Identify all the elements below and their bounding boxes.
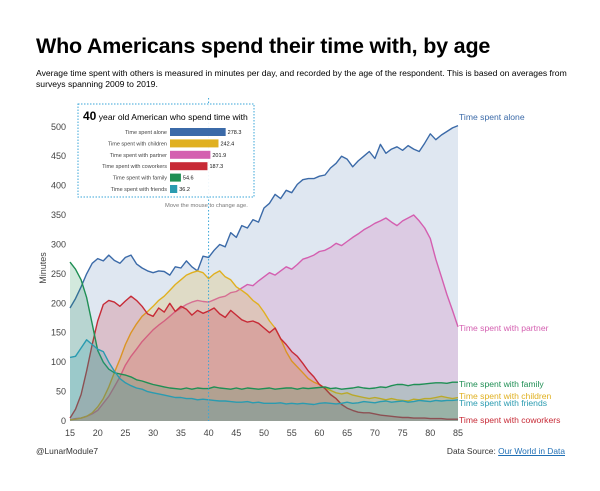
y-tick-label: 100 bbox=[51, 357, 66, 367]
x-tick-label: 55 bbox=[287, 428, 297, 438]
y-tick-label: 50 bbox=[56, 387, 66, 397]
tooltip-bar-partner bbox=[170, 150, 211, 159]
series-label-partner: Time spent with partner bbox=[459, 323, 549, 333]
source-prefix: Data Source: bbox=[446, 446, 499, 456]
series-line-coworkers[interactable] bbox=[69, 295, 458, 420]
tooltip-label-coworkers: Time spent with coworkers bbox=[102, 164, 167, 170]
series-label-friends: Time spent with friends bbox=[459, 398, 547, 408]
y-tick-label: 0 bbox=[61, 416, 66, 426]
series-line-partner[interactable] bbox=[69, 214, 459, 421]
y-tick-label: 450 bbox=[51, 151, 66, 161]
source-link[interactable]: Our World in Data bbox=[498, 446, 565, 456]
x-tick-label: 50 bbox=[259, 428, 269, 438]
tooltip-bar-family bbox=[170, 173, 181, 182]
x-tick-label: 35 bbox=[176, 428, 186, 438]
y-tick-label: 300 bbox=[51, 239, 66, 249]
series-line-friends[interactable] bbox=[69, 339, 459, 406]
tooltip-hint: Move the mouse to change age. bbox=[165, 203, 248, 209]
series-area-coworkers bbox=[70, 296, 458, 421]
x-tick-label: 45 bbox=[231, 428, 241, 438]
y-tick-label: 150 bbox=[51, 328, 66, 338]
tooltip-label-family: Time spent with family bbox=[113, 176, 167, 182]
tooltip-label-children: Time spent with children bbox=[108, 141, 167, 147]
tooltip-label-alone: Time spent alone bbox=[125, 130, 167, 136]
series-area-friends bbox=[70, 339, 458, 421]
tooltip-text: year old American who spend time with bbox=[96, 112, 248, 122]
tooltip-bar-alone bbox=[170, 128, 226, 136]
series-line-alone[interactable] bbox=[69, 124, 459, 309]
y-tick-label: 500 bbox=[51, 122, 66, 132]
x-tick-label: 80 bbox=[425, 428, 435, 438]
tooltip-value-alone: 278.3 bbox=[228, 130, 242, 136]
y-tick-label: 200 bbox=[51, 298, 66, 308]
x-tick-label: 75 bbox=[398, 428, 408, 438]
series-label-family: Time spent with family bbox=[459, 379, 544, 389]
x-tick-label: 30 bbox=[148, 428, 158, 438]
tooltip-value-children: 242.4 bbox=[220, 141, 234, 147]
tooltip-bar-friends bbox=[170, 185, 178, 193]
tooltip-value-coworkers: 187.3 bbox=[209, 164, 223, 170]
y-tick-label: 350 bbox=[51, 210, 66, 220]
footer-source: Data Source: Our World in Data bbox=[447, 446, 565, 456]
tooltip-label-friends: Time spent with friends bbox=[111, 187, 168, 193]
tooltip-bar-children bbox=[170, 139, 219, 148]
x-tick-label: 65 bbox=[342, 428, 352, 438]
tooltip-box bbox=[77, 103, 255, 198]
x-tick-label: 70 bbox=[370, 428, 380, 438]
tooltip-label-partner: Time spent with partner bbox=[110, 153, 167, 159]
tooltip-value-family: 54.6 bbox=[183, 176, 194, 182]
x-tick-label: 25 bbox=[120, 428, 130, 438]
tooltip-value-partner: 201.9 bbox=[212, 153, 226, 159]
series-area-partner bbox=[70, 215, 458, 421]
series-line-children[interactable] bbox=[69, 270, 459, 421]
y-tick-label: 400 bbox=[51, 181, 66, 191]
y-tick-label: 250 bbox=[51, 269, 66, 279]
x-tick-label: 85 bbox=[453, 428, 463, 438]
tooltip-title: 40 year old American who spend time with bbox=[83, 109, 248, 123]
x-tick-label: 15 bbox=[65, 428, 75, 438]
chart-title: Who Americans spend their time with, by … bbox=[36, 34, 491, 58]
series-label-coworkers: Time spent with coworkers bbox=[459, 415, 560, 425]
series-label-children: Time spent with children bbox=[459, 391, 552, 401]
series-line-family[interactable] bbox=[69, 261, 458, 390]
x-tick-label: 40 bbox=[204, 428, 214, 438]
tooltip-bar-coworkers bbox=[170, 162, 208, 171]
tooltip-age: 40 bbox=[83, 109, 97, 123]
y-axis-label: Minutes bbox=[38, 252, 48, 284]
footer-credit: @LunarModule7 bbox=[36, 446, 99, 456]
series-area-alone bbox=[70, 125, 458, 421]
chart-subtitle: Average time spent with others is measur… bbox=[36, 68, 567, 89]
tooltip-value-friends: 36.2 bbox=[179, 187, 190, 193]
x-tick-label: 20 bbox=[93, 428, 103, 438]
series-label-alone: Time spent alone bbox=[459, 112, 525, 122]
x-tick-label: 60 bbox=[314, 428, 324, 438]
